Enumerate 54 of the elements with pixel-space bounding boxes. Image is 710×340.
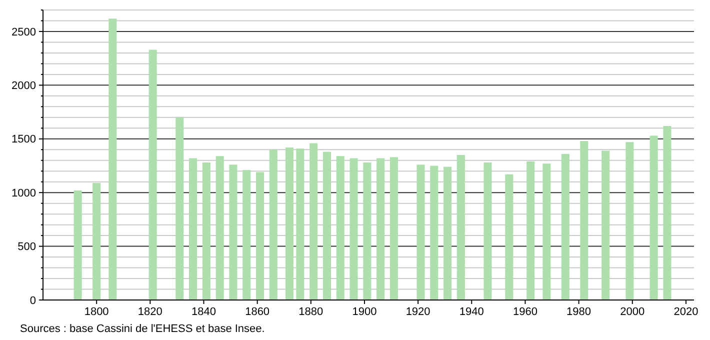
x-tick-label: 1800 [84, 306, 109, 318]
x-tick-label: 1840 [192, 306, 216, 318]
bar [390, 157, 398, 300]
bar [416, 164, 425, 300]
bar [108, 18, 117, 300]
bar [310, 143, 318, 300]
bar [580, 141, 588, 300]
x-tick-label: 1880 [298, 306, 324, 318]
x-tick-label: 1900 [352, 306, 377, 318]
bar [650, 136, 658, 300]
bar [148, 50, 157, 300]
bar [285, 147, 294, 300]
source-note: Sources : base Cassini de l'EHESS et base Insee. [20, 323, 265, 335]
bar [92, 182, 101, 300]
bar [626, 142, 634, 300]
x-tick-label: 1860 [245, 306, 270, 318]
y-tick-label: 2500 [12, 26, 36, 38]
x-tick-label: 1960 [512, 306, 538, 318]
x-tick-label: 1820 [138, 306, 162, 318]
bar [526, 161, 535, 300]
x-tick-label: 2000 [620, 306, 645, 318]
bar [561, 154, 570, 300]
bar [269, 150, 278, 300]
bar [322, 152, 331, 300]
y-tick-label: 1500 [12, 134, 36, 146]
bar [602, 150, 610, 300]
x-tick-label: 1920 [406, 306, 430, 318]
y-tick-label: 2000 [12, 80, 36, 92]
y-tick-label: 500 [18, 241, 36, 254]
bar [229, 164, 238, 300]
bar [296, 148, 304, 300]
y-tick-label: 0 [30, 294, 36, 307]
bar [336, 156, 344, 300]
x-tick-label: 2020 [674, 306, 698, 318]
bar [430, 166, 438, 300]
x-tick-label: 1980 [566, 306, 592, 318]
bar [216, 156, 224, 300]
bar [505, 174, 514, 300]
bar [176, 117, 184, 300]
bar [444, 166, 452, 300]
bar [74, 190, 82, 300]
bar [350, 158, 358, 300]
bar [484, 162, 492, 300]
bar [189, 158, 198, 300]
bar [663, 126, 672, 300]
bar [256, 172, 264, 300]
bar [456, 155, 465, 300]
bar [376, 158, 385, 300]
bar [242, 170, 251, 300]
bar [363, 162, 372, 300]
x-tick-label: 1940 [459, 306, 484, 318]
bar [542, 164, 551, 300]
y-tick-label: 1000 [12, 187, 36, 200]
bar [202, 162, 210, 300]
